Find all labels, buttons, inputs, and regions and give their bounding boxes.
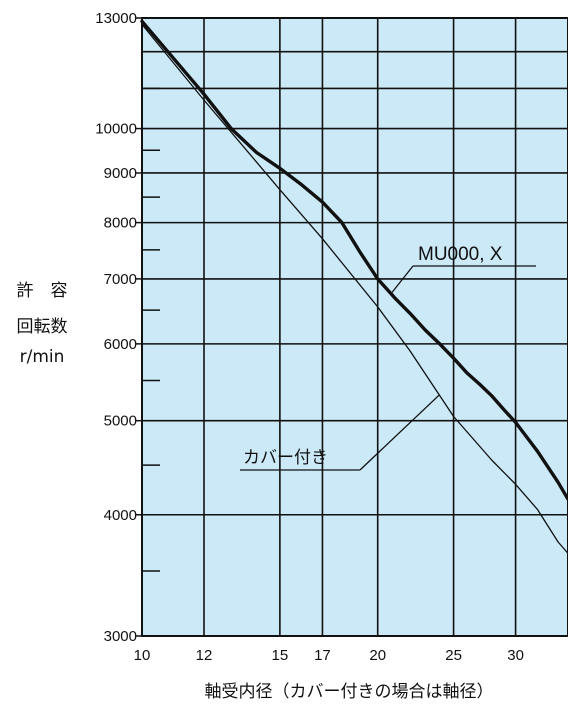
series-group xyxy=(140,19,568,554)
x-tick-label: 15 xyxy=(272,647,289,664)
x-tick-label: 12 xyxy=(196,647,213,664)
x-tick-label: 25 xyxy=(445,647,462,664)
y-tick-label: 7000 xyxy=(104,271,137,288)
series-line xyxy=(140,19,568,501)
y-tick-label: 6000 xyxy=(104,336,137,353)
series-label: カバー付き xyxy=(243,448,328,468)
y-tick-label: 13000 xyxy=(95,10,137,27)
x-tick-label: 17 xyxy=(314,647,331,664)
plot-area xyxy=(142,18,568,636)
y-tick-label: 9000 xyxy=(104,165,137,182)
x-axis: 10 12 15 17 20 25 30 xyxy=(134,647,524,664)
y-tick-label: 8000 xyxy=(104,215,137,232)
series-label: MU000, X xyxy=(418,244,503,265)
annotations: MU000, X カバー付き xyxy=(240,244,536,471)
plot-frame xyxy=(141,17,568,637)
y-axis-label-line: r/min xyxy=(20,347,65,367)
y-axis-label-line: 回転数 xyxy=(17,317,68,337)
x-tick-label: 10 xyxy=(134,647,151,664)
annotation-leader xyxy=(390,265,414,295)
x-tick-label: 20 xyxy=(369,647,386,664)
y-tick-label: 4000 xyxy=(104,507,137,524)
grid xyxy=(141,18,568,636)
series-line xyxy=(141,23,568,554)
x-tick-label: 30 xyxy=(507,647,524,664)
y-axis: 3000 4000 5000 6000 7000 8000 9000 10000 13000 xyxy=(95,10,160,645)
y-tick-label: 5000 xyxy=(104,413,137,430)
annotation-leader xyxy=(359,394,441,471)
x-axis-label: 軸受内径（カバー付きの場合は軸径） xyxy=(205,682,494,702)
y-axis-label-line: 許 容 xyxy=(17,281,68,301)
y-tick-label: 10000 xyxy=(95,121,137,138)
y-tick-label: 3000 xyxy=(104,628,137,645)
